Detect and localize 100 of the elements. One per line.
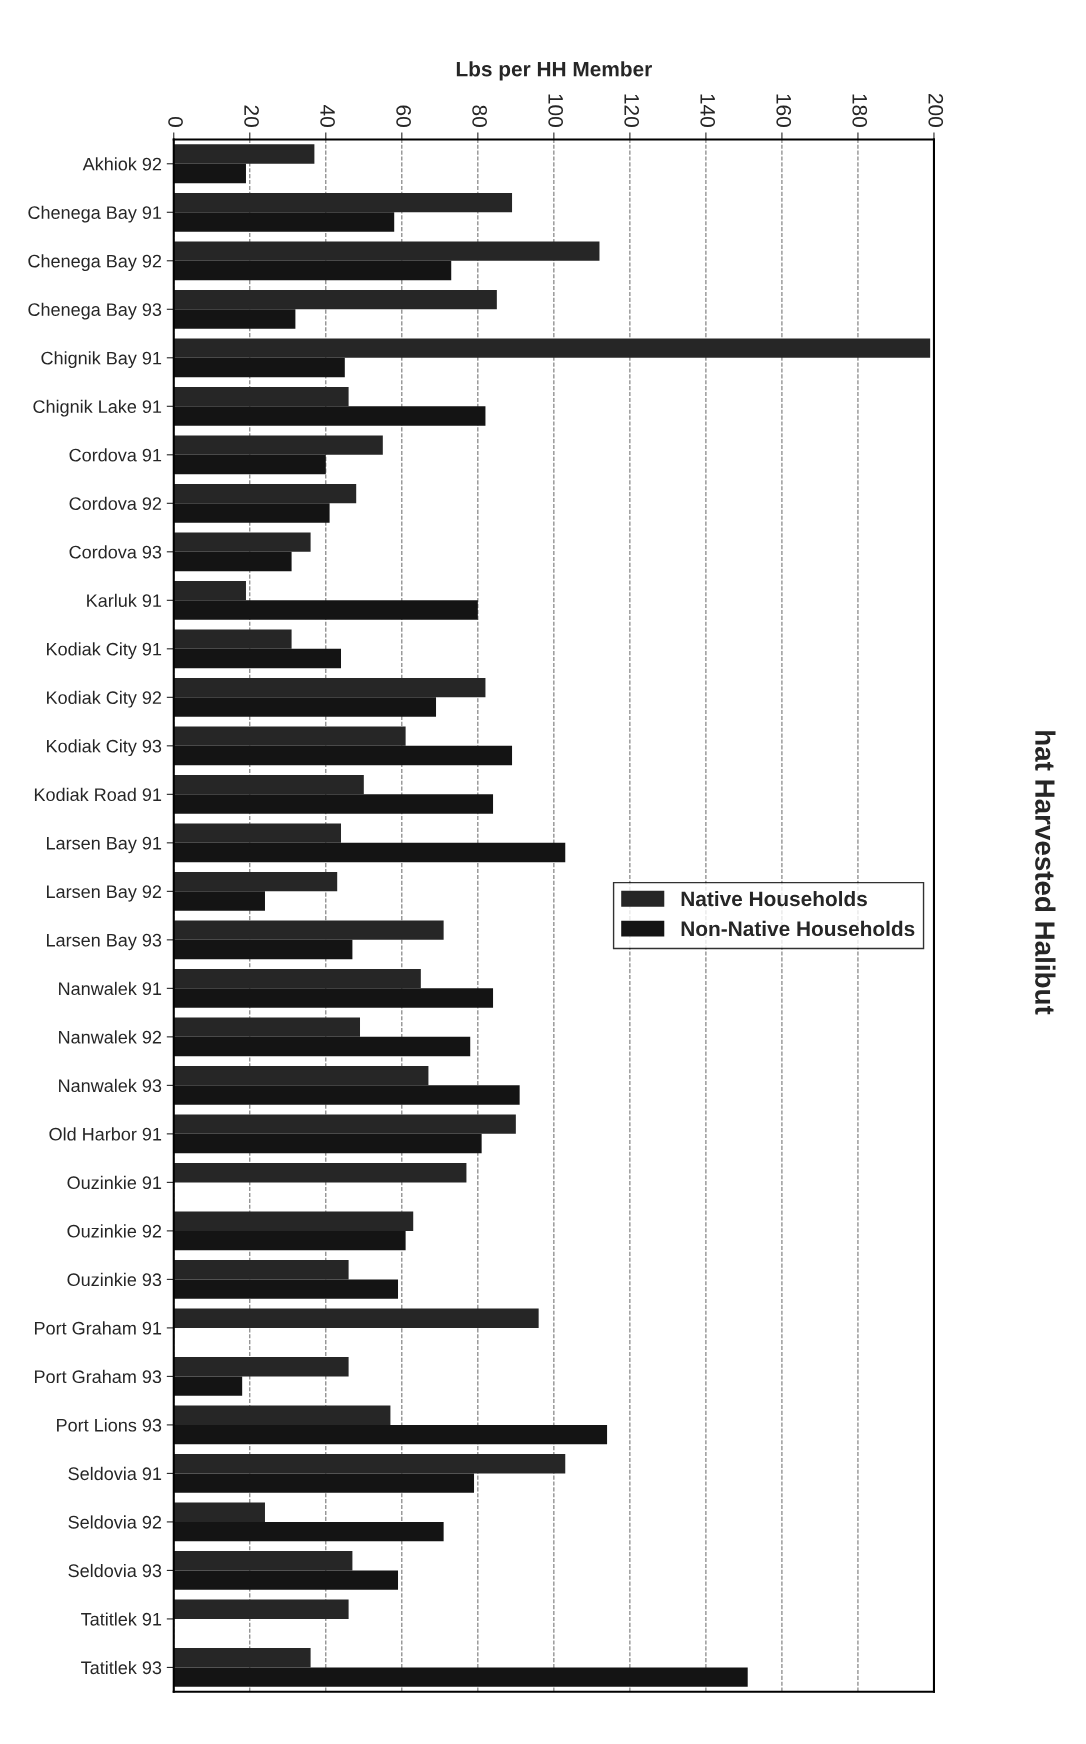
y-tick-label: Larsen Bay 91 xyxy=(47,836,162,854)
bar xyxy=(173,1357,349,1377)
bar xyxy=(173,1308,539,1328)
bar xyxy=(173,1114,516,1134)
y-tick-label: Chenega Bay 91 xyxy=(28,205,162,223)
x-tick-label: 160 xyxy=(776,94,792,127)
bar xyxy=(173,163,246,184)
bar xyxy=(173,871,338,892)
x-tick-label: 40 xyxy=(320,105,335,127)
bar xyxy=(173,600,478,620)
y-tick-label: Kodiak City 92 xyxy=(47,690,162,708)
x-tick-label: 120 xyxy=(624,94,640,127)
x-tick-label: 20 xyxy=(244,105,259,127)
x-tick-label: 60 xyxy=(396,105,411,127)
y-tick-label: Seldovia 92 xyxy=(68,1515,162,1529)
y-tick-label: Port Lions 93 xyxy=(57,1418,162,1432)
legend-label: Non-Native Households xyxy=(681,920,915,937)
bar xyxy=(173,406,486,426)
bar xyxy=(173,697,437,717)
bar xyxy=(173,1065,429,1086)
bar xyxy=(173,988,494,1008)
bar xyxy=(173,1376,243,1396)
y-tick-label: Kodiak City 91 xyxy=(47,642,162,660)
bar xyxy=(173,144,315,164)
y-tick-label: Ouzinkie 93 xyxy=(67,1272,162,1287)
x-axis-title: Lbs per HH Member xyxy=(456,61,652,81)
y-tick-label: Cordova 92 xyxy=(69,496,162,511)
bar xyxy=(173,1036,471,1057)
bar xyxy=(173,1405,391,1425)
bar xyxy=(173,1521,444,1542)
bar xyxy=(173,677,486,698)
y-tick-label: Port Graham 91 xyxy=(34,1321,162,1335)
bar xyxy=(173,1279,399,1299)
bar xyxy=(173,648,341,669)
x-tick-label: 140 xyxy=(700,94,716,127)
bar xyxy=(173,1230,406,1251)
bar xyxy=(173,745,513,766)
bar xyxy=(173,1085,520,1105)
bar xyxy=(173,842,566,863)
bar xyxy=(173,1502,265,1522)
y-tick-label: Nanwalek 92 xyxy=(59,1030,162,1044)
y-tick-label: Port Graham 93 xyxy=(34,1369,162,1384)
bar xyxy=(173,435,383,455)
y-tick-label: Nanwalek 93 xyxy=(59,1078,162,1093)
bar xyxy=(173,726,406,746)
bar xyxy=(173,939,353,960)
y-tick-label: Cordova 93 xyxy=(69,545,162,559)
bar xyxy=(173,1454,566,1474)
bar xyxy=(173,1211,414,1231)
bar xyxy=(173,454,326,475)
y-tick-label: Chenega Bay 92 xyxy=(28,254,162,272)
y-tick-label: Old Harbor 91 xyxy=(49,1127,162,1141)
bar xyxy=(173,968,421,989)
bar xyxy=(173,357,345,378)
x-tick-label: 100 xyxy=(548,94,564,127)
bar xyxy=(173,1667,748,1687)
bar xyxy=(173,1599,349,1619)
bar xyxy=(173,823,341,843)
y-tick-label: Kodiak City 93 xyxy=(47,739,162,757)
bar xyxy=(173,212,395,232)
bar xyxy=(173,241,600,261)
bar xyxy=(173,1259,349,1280)
bar xyxy=(173,920,444,940)
x-tick-label: 80 xyxy=(472,105,487,127)
y-tick-label: Akhiok 92 xyxy=(82,157,162,171)
bar xyxy=(173,774,364,795)
y-tick-label: Tatitlek 91 xyxy=(81,1612,162,1626)
bar xyxy=(173,794,494,814)
bar xyxy=(173,551,292,572)
y-tick-label: Larsen Bay 93 xyxy=(47,933,162,951)
bar xyxy=(173,1473,475,1493)
bar xyxy=(173,289,497,310)
y-tick-label: Kodiak Road 91 xyxy=(34,787,162,802)
bar xyxy=(173,1648,311,1668)
bar xyxy=(173,260,452,281)
legend-label: Native Households xyxy=(681,890,867,907)
y-tick-label: Chignik Bay 91 xyxy=(41,351,162,369)
bar xyxy=(173,503,330,523)
bar xyxy=(173,891,265,911)
y-tick-label: Tatitlek 93 xyxy=(81,1660,162,1675)
y-tick-label: Nanwalek 91 xyxy=(59,981,162,996)
bar xyxy=(173,1017,361,1037)
y-tick-label: Ouzinkie 92 xyxy=(67,1224,162,1238)
y-tick-label: Larsen Bay 92 xyxy=(47,885,162,902)
bar xyxy=(173,629,292,649)
y-tick-label: Chenega Bay 93 xyxy=(28,302,162,320)
bar xyxy=(173,483,357,504)
y-tick-label: Seldovia 93 xyxy=(68,1563,162,1578)
bar xyxy=(173,338,931,358)
bar xyxy=(173,1133,482,1154)
y-tick-label: Cordova 91 xyxy=(69,448,162,462)
bar xyxy=(173,1162,467,1183)
bar xyxy=(173,386,349,407)
bar xyxy=(173,1424,608,1445)
y-tick-label: Seldovia 91 xyxy=(68,1466,162,1481)
y-tick-label: Ouzinkie 91 xyxy=(67,1175,162,1190)
bar xyxy=(173,1551,353,1571)
bar xyxy=(173,1570,399,1590)
bar xyxy=(173,309,296,329)
bar xyxy=(173,532,311,552)
